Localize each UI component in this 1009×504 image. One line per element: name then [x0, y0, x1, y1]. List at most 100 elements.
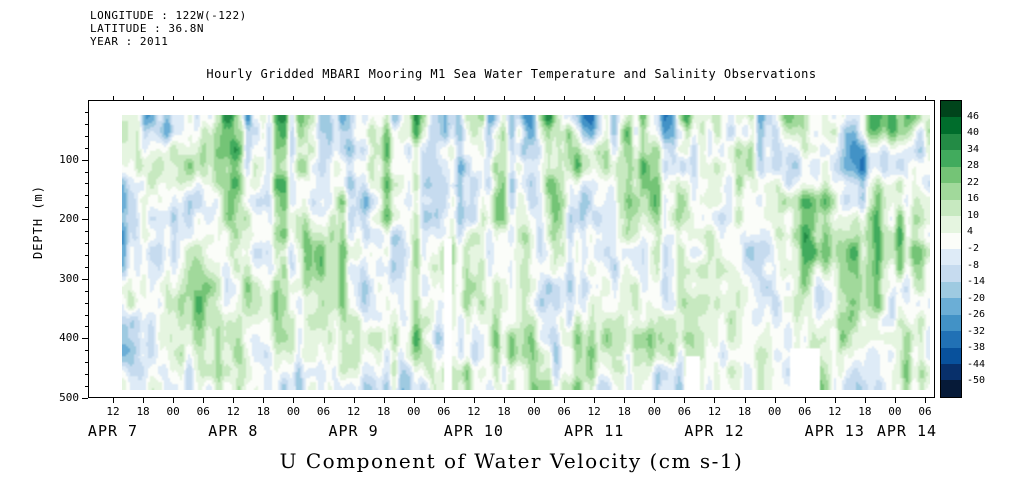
- y-axis-tick-mark: [82, 278, 88, 280]
- colorbar-segment: [941, 364, 961, 381]
- x-axis-tick-mark: [925, 398, 926, 403]
- colorbar-tick-label: 4: [967, 226, 974, 238]
- x-axis-top-tick-mark: [473, 96, 475, 100]
- y-tick-label: 100: [59, 152, 79, 166]
- x-hour-tick-label: 06: [918, 405, 932, 418]
- x-axis-top-tick-mark: [503, 96, 505, 100]
- x-hour-tick-label: 00: [768, 405, 782, 418]
- x-hour-tick-label: 12: [828, 405, 842, 418]
- x-hour-tick-label: 18: [858, 405, 872, 418]
- y-axis-minor-tick-mark: [85, 362, 88, 364]
- y-axis-minor-tick-mark: [85, 171, 88, 173]
- y-axis-minor-tick-mark: [85, 207, 88, 209]
- x-hour-tick-label: 12: [346, 405, 361, 418]
- x-axis-top-tick-mark: [173, 96, 175, 100]
- colorbar-tick-label: -14: [967, 276, 986, 288]
- y-axis-minor-tick-mark: [85, 183, 88, 185]
- heatmap-canvas: [122, 115, 930, 390]
- x-date-label: APR 11: [564, 422, 625, 440]
- colorbar-segment: [941, 314, 961, 332]
- x-axis-top-tick-mark: [684, 96, 686, 100]
- x-hour-tick-label: 18: [256, 405, 270, 418]
- x-axis-top-tick-mark: [413, 96, 415, 100]
- y-tick-label: 400: [59, 331, 79, 345]
- y-axis-minor-tick-mark: [85, 350, 88, 352]
- colorbar-tick-label: -26: [967, 309, 986, 321]
- y-axis-minor-tick-mark: [85, 302, 88, 304]
- y-axis-minor-tick-mark: [85, 254, 88, 256]
- y-axis-minor-tick-mark: [85, 290, 88, 292]
- colorbar-segment: [941, 248, 961, 266]
- x-date-label: APR 12: [684, 422, 745, 440]
- x-axis-top-tick-mark: [834, 96, 836, 100]
- y-axis-tick-mark: [82, 159, 88, 161]
- x-hour-tick-label: 00: [647, 405, 661, 418]
- colorbar: [940, 100, 962, 398]
- x-axis-tick-mark: [594, 398, 596, 403]
- colorbar-tick-label: -44: [967, 358, 986, 370]
- x-axis-top-tick-mark: [263, 96, 265, 100]
- colorbar-segment: [941, 133, 961, 151]
- colorbar-segment: [941, 380, 961, 397]
- x-axis-tick-mark: [383, 398, 385, 403]
- y-axis-minor-tick-mark: [85, 111, 88, 113]
- x-axis-tick-mark: [834, 398, 836, 403]
- colorbar-segment: [941, 331, 961, 348]
- x-hour-tick-label: 00: [286, 405, 301, 418]
- x-axis-tick-mark: [203, 398, 205, 403]
- x-hour-tick-label: 12: [587, 405, 601, 418]
- x-axis-top-tick-mark: [864, 96, 866, 100]
- x-axis-top-tick-mark: [744, 96, 746, 100]
- x-axis-tick-mark: [473, 398, 475, 403]
- y-axis-tick-mark: [82, 338, 88, 340]
- colorbar-tick-label: -20: [967, 292, 986, 304]
- x-axis-tick-mark: [293, 398, 295, 403]
- x-axis-title: U Component of Water Velocity (cm s-1): [279, 449, 744, 473]
- colorbar-tick-label: -50: [967, 375, 986, 387]
- x-axis-top-tick-mark: [383, 96, 385, 100]
- x-date-label: APR 13: [804, 422, 865, 440]
- y-axis-minor-tick-mark: [85, 266, 88, 268]
- x-axis-tick-mark: [744, 398, 746, 403]
- x-axis-top-tick-mark: [774, 96, 776, 100]
- colorbar-segment: [941, 281, 961, 299]
- colorbar-tick-label: 46: [967, 110, 980, 122]
- colorbar-segment: [941, 183, 961, 200]
- x-axis-tick-mark: [894, 398, 896, 403]
- colorbar-tick-label: 22: [967, 176, 980, 188]
- x-axis-top-tick-mark: [804, 96, 806, 100]
- y-axis-minor-tick-mark: [85, 147, 88, 149]
- y-axis-minor-tick-mark: [85, 195, 88, 197]
- x-hour-tick-label: 18: [737, 405, 752, 418]
- x-hour-tick-label: 18: [136, 405, 150, 418]
- x-date-label: APR 7: [87, 422, 139, 440]
- x-axis-tick-mark: [804, 398, 806, 403]
- colorbar-segment: [941, 216, 961, 233]
- x-axis-tick-mark: [864, 398, 866, 403]
- x-axis-top-tick-mark: [594, 96, 596, 100]
- y-tick-label: 200: [59, 212, 79, 226]
- x-axis-tick-mark: [503, 398, 505, 403]
- colorbar-tick-label: -8: [967, 259, 980, 271]
- x-axis-top-tick-mark: [233, 96, 235, 100]
- x-axis-tick-mark: [233, 398, 235, 403]
- y-axis-minor-tick-mark: [85, 231, 88, 233]
- x-axis-top-tick-mark: [925, 96, 926, 100]
- colorbar-segment: [941, 150, 961, 167]
- x-axis-top-tick-mark: [353, 96, 355, 100]
- x-axis-tick-mark: [113, 398, 114, 403]
- x-hour-tick-label: 18: [617, 405, 631, 418]
- colorbar-tick-label: -2: [967, 243, 980, 254]
- x-axis-top-tick-mark: [624, 96, 626, 100]
- y-axis-minor-tick-mark: [85, 135, 88, 137]
- x-axis-tick-mark: [173, 398, 175, 403]
- x-hour-tick-label: 06: [437, 405, 451, 418]
- x-axis-top-tick-mark: [203, 96, 205, 100]
- x-axis-tick-mark: [624, 398, 626, 403]
- x-date-label: APR 14: [876, 422, 938, 440]
- x-axis-tick-mark: [714, 398, 716, 403]
- x-date-label: APR 9: [328, 422, 379, 440]
- x-date-label: APR 10: [443, 422, 504, 440]
- colorbar-segment: [941, 101, 961, 118]
